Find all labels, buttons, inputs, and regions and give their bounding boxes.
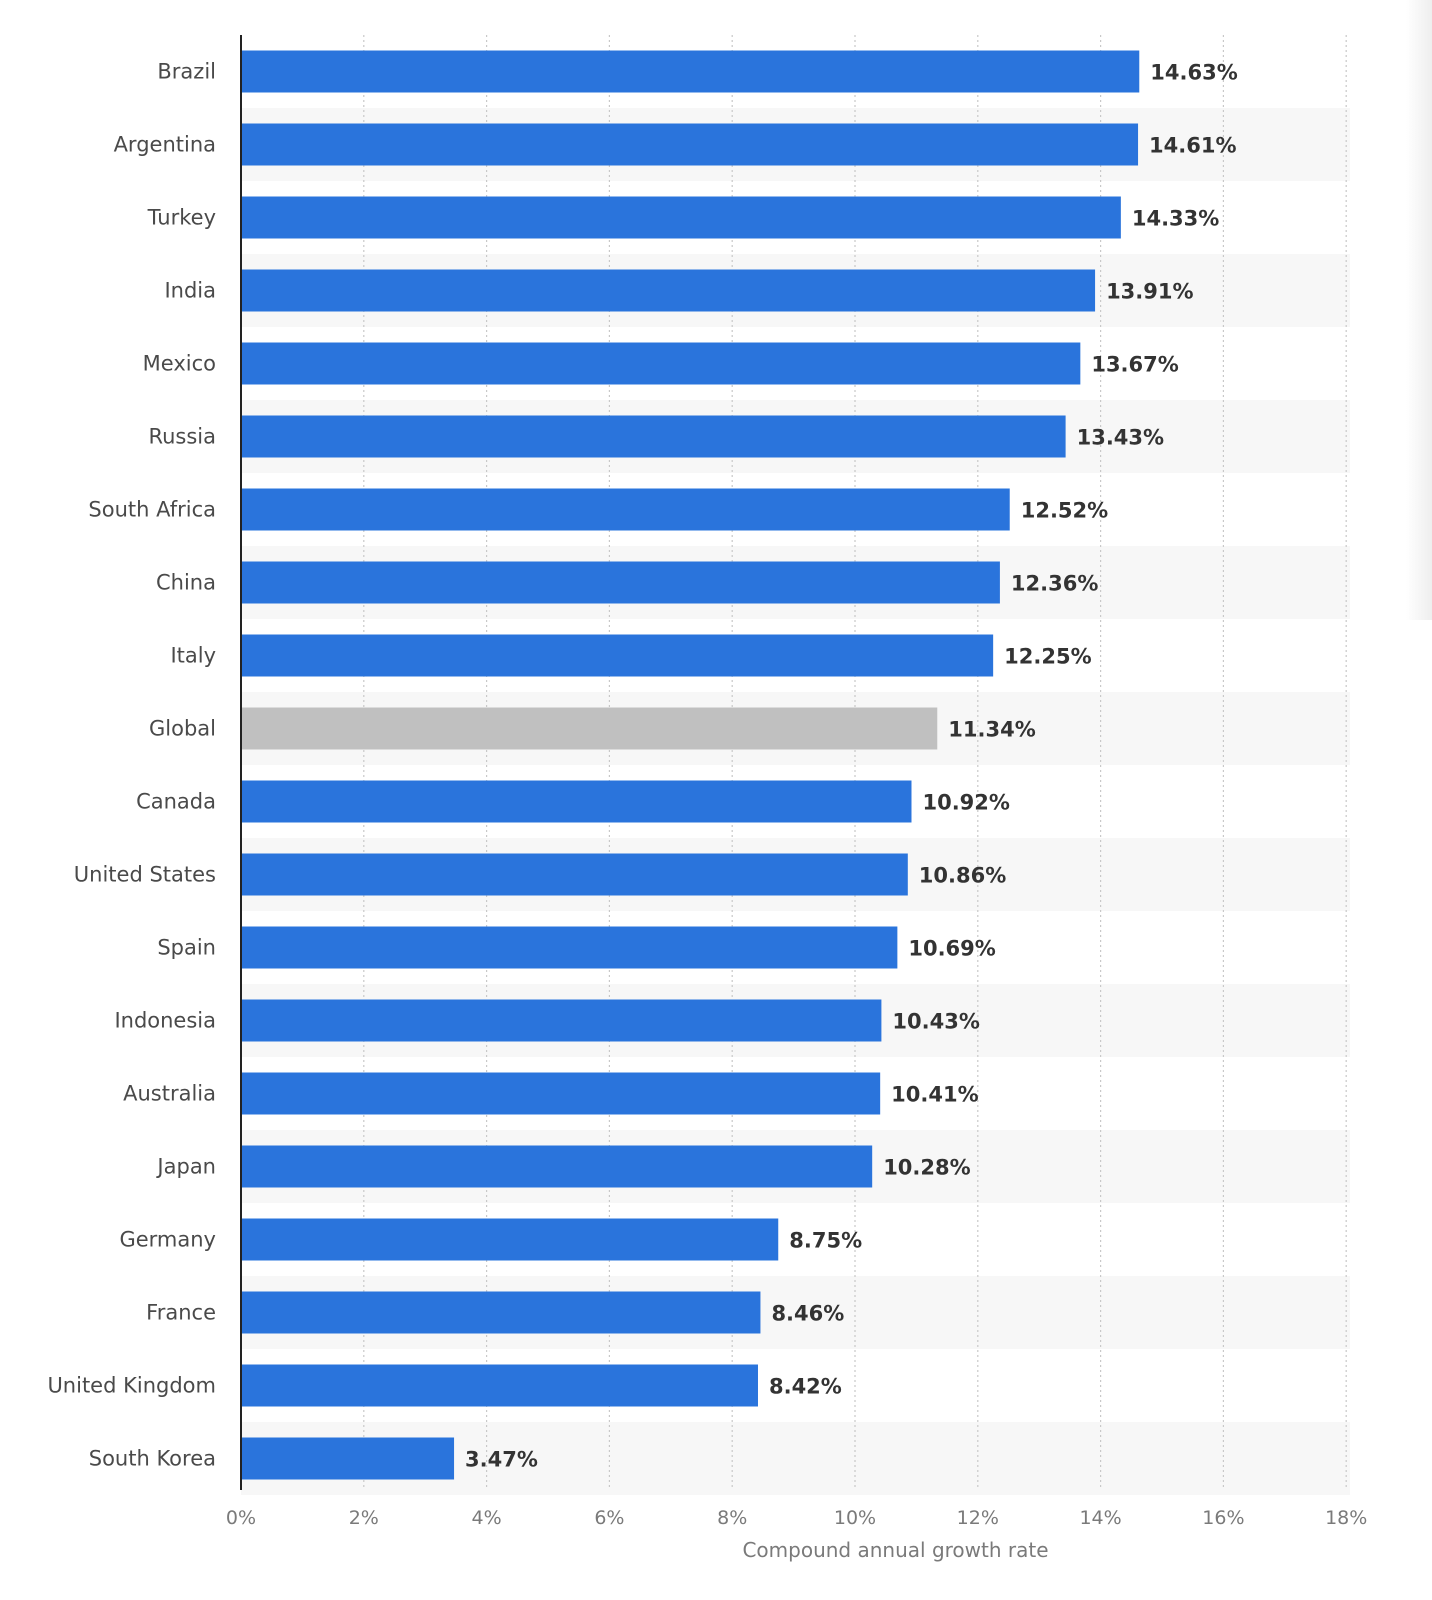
bar-united-states[interactable] (241, 853, 908, 896)
value-label: 8.46% (771, 1302, 844, 1326)
value-label: 10.43% (892, 1010, 979, 1034)
x-tick-label: 4% (472, 1507, 502, 1529)
value-label: 10.28% (883, 1156, 970, 1180)
x-axis-ticks: 0% 2% 4% 6% 8% 10% 12% 14% 16% 18% (226, 1507, 1367, 1529)
bar-mexico[interactable] (241, 342, 1081, 385)
category-label: Italy (170, 644, 216, 668)
x-tick-label: 2% (349, 1507, 379, 1529)
bar-india[interactable] (241, 269, 1096, 312)
bar-brazil[interactable] (241, 50, 1140, 93)
bars (241, 50, 1140, 1480)
category-label: Indonesia (114, 1009, 216, 1033)
value-label: 12.52% (1021, 499, 1108, 523)
x-tick-label: 16% (1202, 1507, 1244, 1529)
category-label: India (164, 279, 216, 303)
value-label: 10.92% (922, 791, 1009, 815)
bar-south-africa[interactable] (241, 488, 1010, 531)
value-label: 12.36% (1011, 572, 1098, 596)
x-tick-label: 18% (1325, 1507, 1367, 1529)
category-label: Germany (119, 1228, 216, 1252)
value-label: 14.61% (1149, 134, 1236, 158)
bar-germany[interactable] (241, 1218, 779, 1261)
category-labels: Brazil Argentina Turkey India Mexico Russia So… (47, 60, 216, 1471)
value-label: 8.75% (789, 1229, 862, 1253)
bar-spain[interactable] (241, 926, 898, 969)
category-label: Australia (123, 1082, 216, 1106)
bar-indonesia[interactable] (241, 999, 882, 1042)
x-axis-title: Compound annual growth rate (742, 1538, 1048, 1562)
bar-italy[interactable] (241, 634, 994, 677)
category-label: China (156, 571, 216, 595)
bar-japan[interactable] (241, 1145, 873, 1188)
bar-turkey[interactable] (241, 196, 1121, 239)
value-label: 11.34% (948, 718, 1035, 742)
x-tick-label: 0% (226, 1507, 256, 1529)
value-label: 10.41% (891, 1083, 978, 1107)
value-label: 14.33% (1132, 207, 1219, 231)
category-label: Brazil (157, 60, 216, 84)
category-label: Argentina (114, 133, 216, 157)
x-tick-label: 6% (594, 1507, 624, 1529)
category-label: United Kingdom (47, 1374, 216, 1398)
value-label: 10.69% (908, 937, 995, 961)
value-label: 13.91% (1106, 280, 1193, 304)
category-label: South Africa (88, 498, 216, 522)
x-tick-label: 14% (1079, 1507, 1121, 1529)
scroll-edge-shadow (1406, 0, 1432, 620)
x-tick-label: 12% (957, 1507, 999, 1529)
category-label: France (146, 1301, 216, 1325)
category-label: Japan (155, 1155, 216, 1179)
value-label: 12.25% (1004, 645, 1091, 669)
bar-china[interactable] (241, 561, 1000, 604)
bar-united-kingdom[interactable] (241, 1364, 758, 1407)
category-label: Russia (148, 425, 216, 449)
category-label: Canada (136, 790, 216, 814)
value-label: 14.63% (1150, 61, 1237, 85)
x-tick-label: 10% (834, 1507, 876, 1529)
value-label: 13.43% (1077, 426, 1164, 450)
bar-canada[interactable] (241, 780, 912, 823)
category-label: Turkey (147, 206, 216, 230)
category-label: Spain (157, 936, 216, 960)
bar-global[interactable] (241, 707, 938, 750)
bar-russia[interactable] (241, 415, 1066, 458)
category-label: South Korea (89, 1447, 216, 1471)
category-label: United States (74, 863, 216, 887)
value-label: 10.86% (919, 864, 1006, 888)
category-label: Global (149, 717, 216, 741)
bar-france[interactable] (241, 1291, 761, 1334)
value-label: 8.42% (769, 1375, 842, 1399)
x-tick-label: 8% (717, 1507, 747, 1529)
category-label: Mexico (143, 352, 216, 376)
value-label: 3.47% (465, 1448, 538, 1472)
bar-australia[interactable] (241, 1072, 881, 1115)
bar-south-korea[interactable] (241, 1437, 455, 1480)
value-label: 13.67% (1091, 353, 1178, 377)
bar-argentina[interactable] (241, 123, 1139, 166)
value-labels: 14.63% 14.61% 14.33% 13.91% 13.67% 13.43% 12.5… (465, 61, 1238, 1472)
